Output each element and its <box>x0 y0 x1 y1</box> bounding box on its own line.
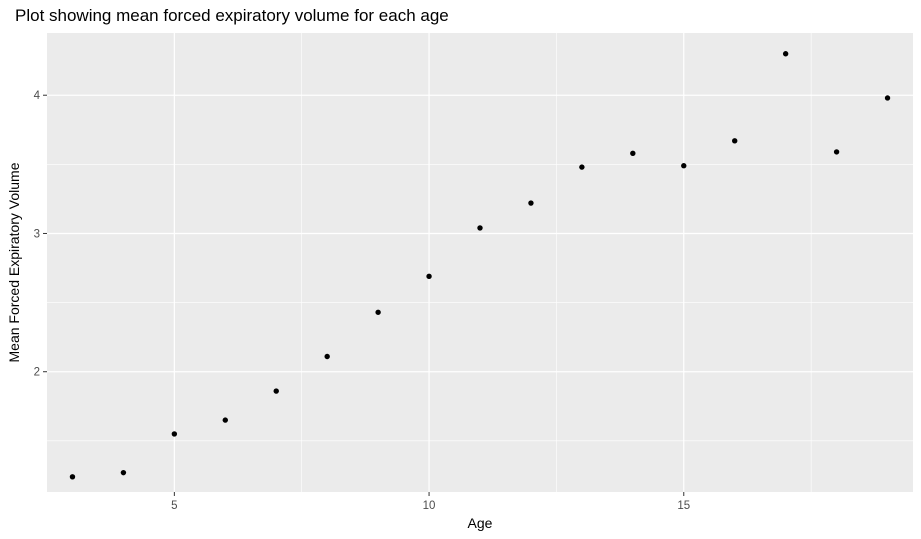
data-point <box>120 469 127 476</box>
data-point <box>833 149 840 155</box>
data-point <box>375 309 381 315</box>
data-point <box>732 138 738 144</box>
y-tick-label: 2 <box>34 367 40 379</box>
y-tick-label: 4 <box>34 90 41 102</box>
y-tick-label: 3 <box>34 228 40 240</box>
x-axis-ticks: 5 10 15 <box>171 492 690 512</box>
y-axis-title: Mean Forced Expiratory Volume <box>6 162 22 362</box>
plot-panel <box>47 33 913 492</box>
data-point <box>630 150 636 156</box>
data-point <box>477 225 483 231</box>
x-tick-label: 5 <box>171 500 177 512</box>
data-point <box>171 431 178 437</box>
data-point <box>222 417 228 423</box>
data-point <box>579 164 585 170</box>
data-point <box>528 200 534 206</box>
data-point <box>426 273 432 280</box>
x-tick-label: 10 <box>423 500 436 512</box>
data-point <box>324 353 330 360</box>
data-points <box>69 51 891 480</box>
data-point <box>681 163 687 169</box>
chart-title: Plot showing mean forced expiratory volu… <box>15 6 449 25</box>
data-point <box>782 51 789 57</box>
x-axis-title: Age <box>468 515 493 531</box>
x-tick-label: 15 <box>677 500 690 512</box>
y-axis-ticks: 2 3 4 <box>34 90 47 379</box>
data-point <box>69 474 76 480</box>
data-point <box>884 95 891 101</box>
grid-lines <box>47 33 913 492</box>
data-point <box>273 388 279 394</box>
